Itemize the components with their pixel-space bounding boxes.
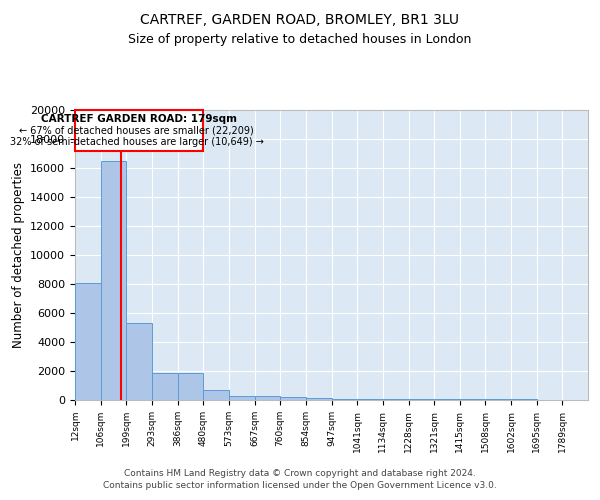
Text: ← 67% of detached houses are smaller (22,209): ← 67% of detached houses are smaller (22… (19, 125, 254, 135)
Text: CARTREF, GARDEN ROAD, BROMLEY, BR1 3LU: CARTREF, GARDEN ROAD, BROMLEY, BR1 3LU (140, 12, 460, 26)
Bar (306, 398, 331, 400)
Bar (178, 373, 203, 400)
Text: Contains HM Land Registry data © Crown copyright and database right 2024.: Contains HM Land Registry data © Crown c… (124, 468, 476, 477)
Text: 32% of semi-detached houses are larger (10,649) →: 32% of semi-detached houses are larger (… (10, 137, 263, 147)
Bar (152, 373, 178, 400)
Bar (409, 399, 434, 400)
Bar (101, 161, 127, 400)
Y-axis label: Number of detached properties: Number of detached properties (11, 162, 25, 348)
Bar (229, 396, 254, 400)
Bar (203, 390, 229, 400)
Bar (331, 398, 357, 400)
Text: Size of property relative to detached houses in London: Size of property relative to detached ho… (128, 32, 472, 46)
Bar (383, 399, 409, 400)
Bar (357, 399, 383, 400)
Text: CARTREF GARDEN ROAD: 179sqm: CARTREF GARDEN ROAD: 179sqm (41, 114, 237, 124)
Bar (127, 323, 152, 400)
FancyBboxPatch shape (75, 110, 203, 150)
Text: Contains public sector information licensed under the Open Government Licence v3: Contains public sector information licen… (103, 481, 497, 490)
Bar (254, 396, 280, 400)
Bar (75, 282, 101, 400)
Bar (280, 397, 306, 400)
